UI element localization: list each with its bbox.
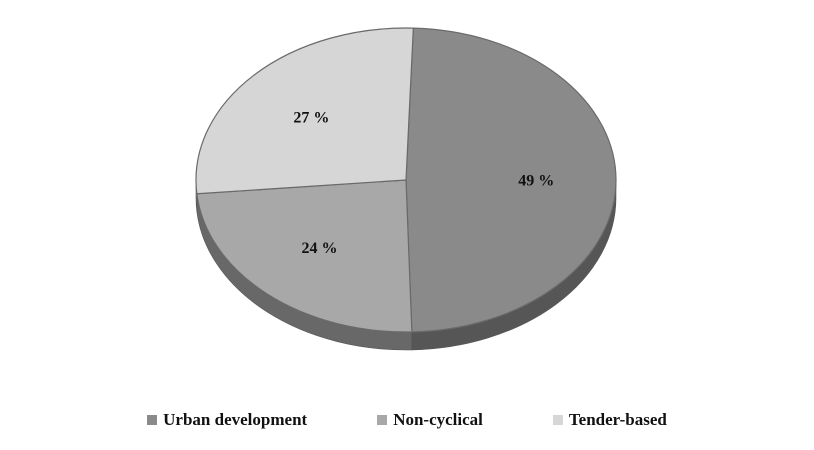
pie-tops	[195, 27, 617, 333]
legend-swatch-urban-development	[147, 415, 158, 425]
legend-item-tender-based: Tender-based	[552, 410, 667, 430]
legend-label-urban-development: Urban development	[163, 410, 308, 429]
pie-labels: 49 % 24 % 27 %	[293, 109, 554, 257]
data-label-non-cyclical: 24 %	[302, 240, 338, 257]
legend-item-urban-development: Urban development	[147, 410, 307, 430]
pie-slice-urban-development	[405, 27, 617, 333]
legend: Urban development Non-cyclical Tender-ba…	[0, 408, 814, 432]
legend-swatch-tender-based	[552, 415, 563, 425]
legend-item-non-cyclical: Non-cyclical	[377, 410, 483, 430]
legend-swatch-non-cyclical	[377, 415, 388, 425]
data-label-urban-development: 49 %	[518, 172, 554, 189]
data-label-tender-based: 27 %	[293, 109, 329, 126]
pie-slice-tender-based	[195, 27, 414, 195]
pie-chart: 49 % 24 % 27 %	[195, 27, 617, 351]
pie-slice-non-cyclical	[196, 179, 413, 333]
legend-label-tender-based: Tender-based	[568, 410, 667, 429]
legend-label-non-cyclical: Non-cyclical	[393, 410, 483, 429]
